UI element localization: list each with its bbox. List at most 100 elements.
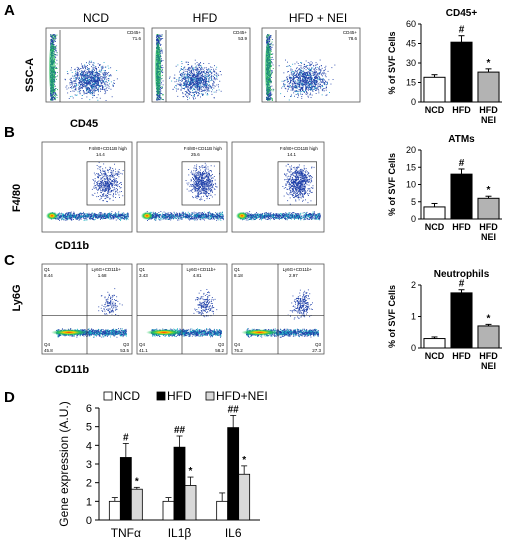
density-dot — [160, 71, 162, 73]
density-dot — [97, 79, 99, 81]
density-dot — [55, 88, 57, 89]
density-dot — [86, 215, 88, 217]
density-dot — [103, 80, 105, 82]
density-dot — [110, 329, 112, 331]
density-dot — [159, 96, 161, 98]
density-dot — [54, 58, 56, 60]
density-dot — [82, 82, 84, 84]
density-dot — [105, 188, 107, 190]
density-dot — [93, 336, 94, 338]
density-dot — [91, 329, 92, 330]
density-dot — [100, 90, 101, 92]
density-dot — [105, 175, 107, 176]
density-dot — [115, 173, 117, 174]
density-dot — [86, 71, 87, 73]
density-dot — [111, 185, 113, 186]
density-dot — [86, 333, 87, 335]
density-dot — [86, 82, 88, 84]
density-dot — [122, 330, 124, 332]
density-dot — [101, 174, 103, 176]
density-dot — [116, 329, 118, 331]
density-dot — [89, 335, 91, 337]
density-dot — [158, 41, 160, 43]
density-dot — [85, 216, 87, 217]
density-dot — [70, 80, 72, 82]
density-dot — [56, 54, 58, 56]
density-dot — [161, 77, 163, 79]
density-dot — [158, 98, 159, 100]
density-dot — [92, 69, 93, 71]
density-dot — [76, 77, 77, 79]
density-dot — [76, 217, 78, 219]
density-dot — [99, 74, 101, 76]
density-dot — [78, 67, 80, 69]
density-dot — [178, 83, 179, 85]
density-dot — [187, 96, 188, 98]
density-dot — [157, 42, 159, 44]
density-dot — [213, 78, 215, 80]
density-dot — [82, 213, 84, 215]
density-dot — [69, 82, 71, 84]
density-dot — [104, 190, 105, 192]
density-dot — [99, 216, 101, 217]
density-dot — [92, 76, 94, 78]
density-dot — [101, 85, 103, 86]
density-dot — [83, 329, 85, 331]
density-dot — [79, 213, 81, 215]
density-dot — [194, 92, 196, 93]
density-dot — [92, 88, 94, 89]
density-dot — [80, 218, 82, 220]
density-dot — [98, 180, 100, 182]
density-dot — [100, 190, 102, 192]
density-dot — [97, 182, 98, 184]
density-dot — [104, 214, 106, 216]
density-dot — [107, 78, 109, 79]
density-dot — [73, 214, 75, 216]
density-dot — [159, 90, 161, 92]
density-dot — [97, 77, 98, 79]
density-dot — [98, 334, 99, 335]
density-dot — [87, 77, 89, 79]
density-dot — [50, 94, 52, 96]
density-dot — [107, 217, 109, 219]
density-dot — [95, 187, 97, 189]
density-dot — [79, 92, 81, 94]
density-dot — [121, 214, 123, 216]
density-dot — [87, 331, 89, 333]
density-dot — [51, 41, 53, 43]
density-dot — [68, 98, 70, 99]
density-dot — [80, 75, 82, 77]
density-dot — [101, 333, 103, 335]
density-dot — [83, 214, 85, 216]
density-dot — [50, 95, 52, 97]
density-dot — [90, 333, 91, 335]
density-dot — [107, 329, 109, 331]
density-dot — [161, 52, 163, 54]
density-dot — [111, 333, 113, 334]
density-dot — [102, 88, 104, 90]
density-dot — [124, 331, 126, 332]
density-dot — [121, 304, 123, 306]
density-dot — [98, 330, 100, 332]
density-dot — [181, 66, 182, 67]
density-dot — [105, 194, 107, 196]
density-dot — [93, 187, 95, 189]
density-dot — [91, 218, 92, 219]
density-dot — [95, 213, 97, 215]
density-dot — [97, 99, 99, 101]
density-dot — [107, 170, 109, 171]
density-dot — [84, 82, 86, 84]
density-dot — [73, 76, 75, 77]
density-dot — [81, 215, 83, 217]
density-dot — [106, 313, 107, 315]
density-dot — [107, 329, 109, 331]
density-dot — [159, 45, 161, 46]
density-dot — [54, 48, 56, 50]
density-dot — [100, 86, 101, 87]
density-dot — [68, 217, 70, 219]
density-dot — [96, 89, 98, 91]
density-dot — [55, 218, 56, 220]
density-dot — [108, 302, 110, 304]
density-dot — [100, 214, 102, 216]
density-dot — [106, 308, 107, 310]
